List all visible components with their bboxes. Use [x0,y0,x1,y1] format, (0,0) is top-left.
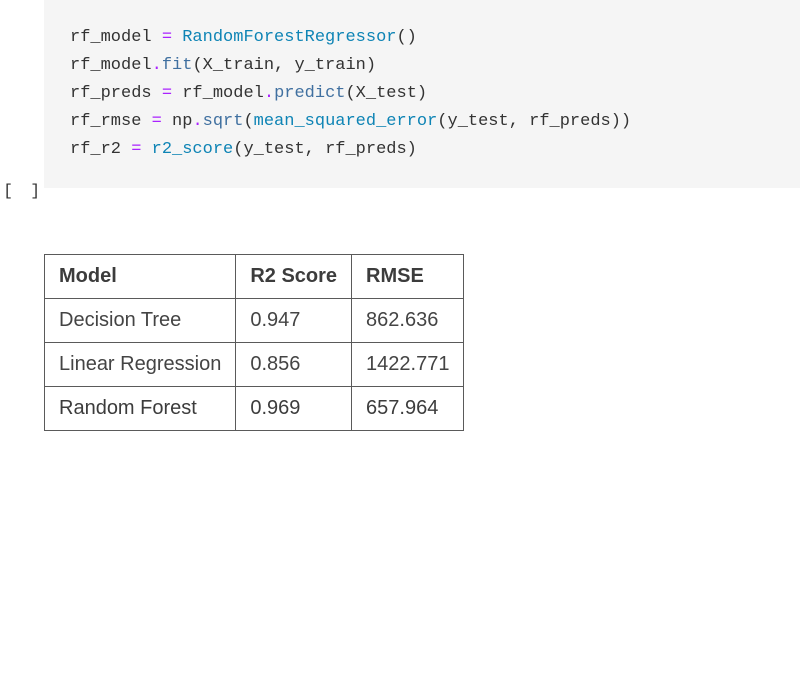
table-row: Random Forest0.969657.964 [45,387,464,431]
code-token [141,140,151,159]
col-rmse: RMSE [352,255,464,299]
code-token: rf_r2 [70,140,131,159]
code-input[interactable]: rf_model = RandomForestRegressor() rf_mo… [44,0,800,188]
code-token: rf_model [172,84,264,103]
code-token: fit [162,56,193,75]
code-token: rf_model [70,56,152,75]
code-token: = [162,84,172,103]
table-cell: Decision Tree [45,299,236,343]
table-cell: 657.964 [352,387,464,431]
code-token: = [152,112,162,131]
code-token: RandomForestRegressor [182,28,396,47]
code-token: () [396,28,416,47]
code-token: rf_model [70,28,162,47]
cell-prompt: [ ] [0,0,44,200]
code-token: = [162,28,172,47]
code-token: = [131,140,141,159]
table-cell: Linear Regression [45,343,236,387]
code-token: ( [243,112,253,131]
notebook-container: [ ] rf_model = RandomForestRegressor() r… [0,0,800,431]
code-token: (y_test, rf_preds)) [437,112,631,131]
code-token [172,28,182,47]
table-cell: 0.969 [236,387,352,431]
code-token: predict [274,84,345,103]
code-token: (X_train, y_train) [192,56,376,75]
table-row: Linear Regression0.8561422.771 [45,343,464,387]
code-token: r2_score [152,140,234,159]
table-cell: 0.947 [236,299,352,343]
code-token: rf_preds [70,84,162,103]
table-cell: 1422.771 [352,343,464,387]
code-token: rf_rmse [70,112,152,131]
code-token: . [192,112,202,131]
metrics-table: Model R2 Score RMSE Decision Tree0.94786… [44,254,464,431]
table-cell: 862.636 [352,299,464,343]
code-cell: [ ] rf_model = RandomForestRegressor() r… [0,0,800,200]
table-header-row: Model R2 Score RMSE [45,255,464,299]
code-token: np [162,112,193,131]
code-token: (X_test) [345,84,427,103]
table-row: Decision Tree0.947862.636 [45,299,464,343]
code-token: (y_test, rf_preds) [233,140,417,159]
code-token: sqrt [203,112,244,131]
results-area: Model R2 Score RMSE Decision Tree0.94786… [44,254,800,431]
col-model: Model [45,255,236,299]
col-r2: R2 Score [236,255,352,299]
code-token: mean_squared_error [254,112,438,131]
code-token: . [264,84,274,103]
table-cell: 0.856 [236,343,352,387]
table-cell: Random Forest [45,387,236,431]
code-token: . [152,56,162,75]
